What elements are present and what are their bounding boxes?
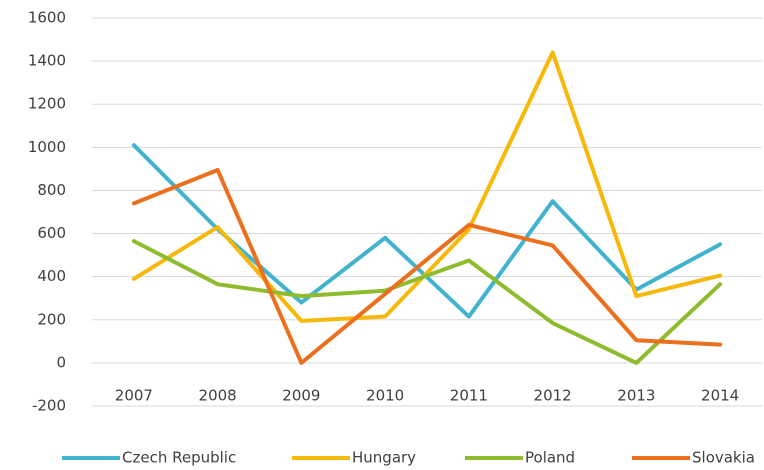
legend-label: Poland — [525, 449, 575, 467]
legend-label: Hungary — [352, 449, 416, 467]
y-tick-label: 800 — [37, 181, 66, 199]
y-tick-label: 400 — [37, 267, 66, 285]
legend-label: Slovakia — [692, 449, 755, 467]
x-tick-label: 2012 — [534, 386, 572, 404]
y-tick-label: 200 — [37, 310, 66, 328]
x-tick-label: 2011 — [450, 386, 488, 404]
x-tick-label: 2013 — [617, 386, 655, 404]
series-line — [131, 167, 723, 365]
x-tick-label: 2009 — [282, 386, 320, 404]
x-tick-label: 2008 — [199, 386, 237, 404]
y-tick-label: 1600 — [28, 9, 66, 27]
x-tick-label: 2014 — [701, 386, 739, 404]
y-tick-label: 1200 — [28, 95, 66, 113]
x-tick-label: 2010 — [366, 386, 404, 404]
y-tick-label: -200 — [32, 397, 66, 415]
x-tick-label: 2007 — [115, 386, 153, 404]
y-tick-label: 1000 — [28, 138, 66, 156]
y-tick-label: 1400 — [28, 52, 66, 70]
y-tick-label: 0 — [56, 353, 66, 371]
legend-label: Czech Republic — [122, 449, 236, 467]
y-tick-label: 600 — [37, 224, 66, 242]
series-line — [131, 50, 723, 323]
series-line — [131, 239, 723, 365]
